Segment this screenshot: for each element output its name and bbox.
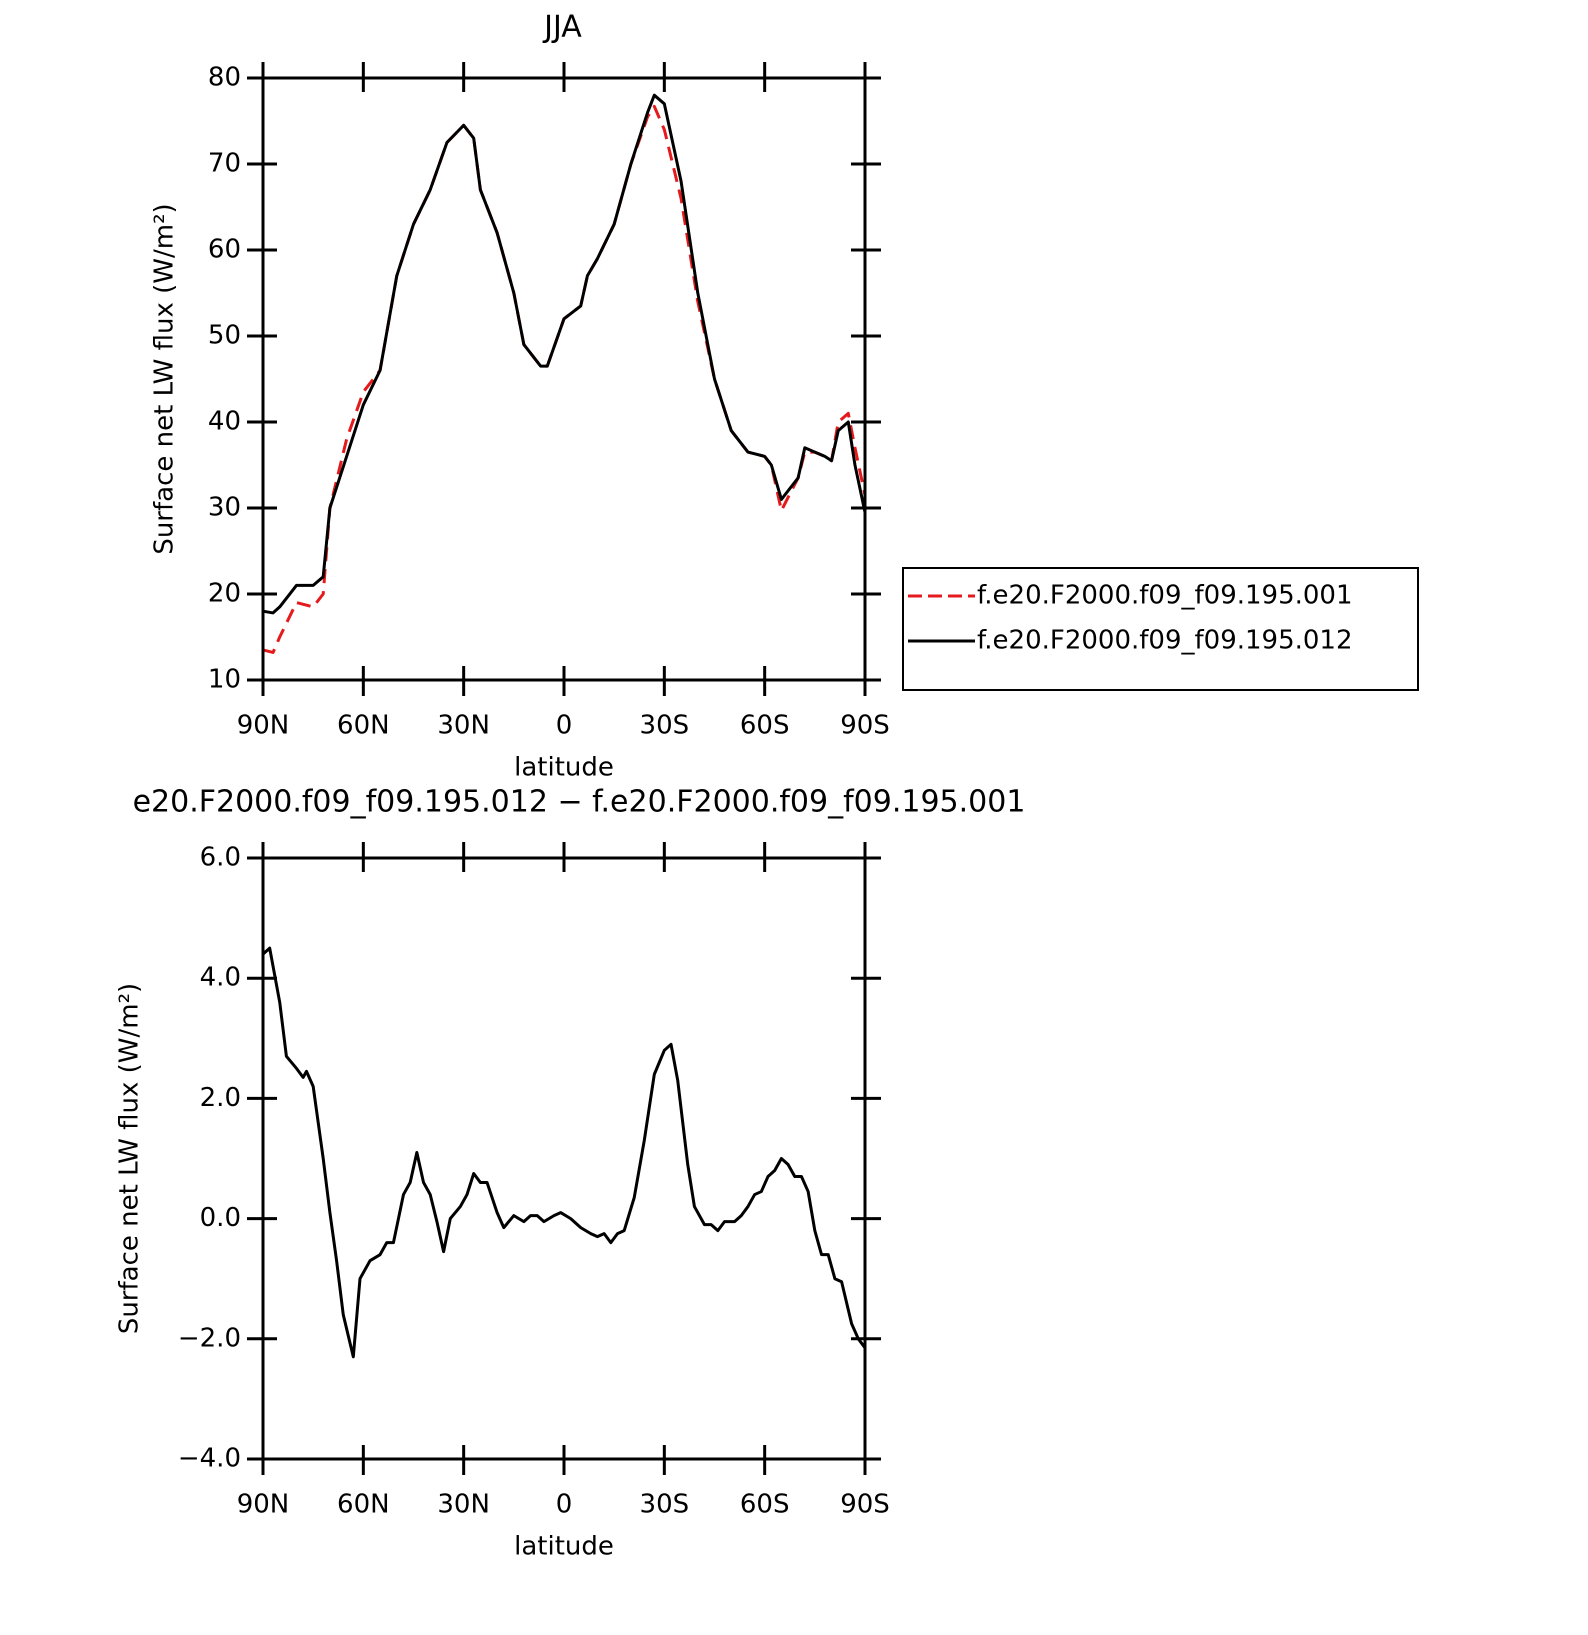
y-tick-label: 2.0 [200, 1083, 241, 1113]
y-tick-label: 40 [208, 407, 241, 437]
legend-box [902, 567, 1419, 691]
y-tick-label: 20 [208, 579, 241, 609]
x-tick-label: 30S [640, 1490, 690, 1520]
y-axis-label: Surface net LW flux (W/m²) [115, 983, 145, 1334]
y-axis-label: Surface net LW flux (W/m²) [150, 203, 180, 554]
x-tick-label: 0 [556, 1490, 573, 1520]
x-tick-label: 0 [556, 711, 573, 741]
x-tick-label: 30N [437, 711, 490, 741]
y-tick-label: 4.0 [200, 963, 241, 993]
chart-title: e20.F2000.f09_f09.195.012 − f.e20.F2000.… [133, 785, 1026, 820]
x-tick-label: 30N [437, 1490, 490, 1520]
y-tick-label: 70 [208, 149, 241, 179]
y-tick-label: −4.0 [178, 1444, 241, 1474]
x-axis-label: latitude [514, 1532, 614, 1562]
y-tick-label: 80 [208, 63, 241, 93]
data-line [261, 946, 867, 1359]
data-line [262, 93, 867, 615]
x-tick-label: 60N [337, 711, 390, 741]
x-tick-label: 90N [237, 711, 290, 741]
y-tick-label: 0.0 [200, 1203, 241, 1233]
plot-frame [261, 856, 867, 1461]
y-tick-label: 50 [208, 321, 241, 351]
x-tick-label: 60N [337, 1490, 390, 1520]
data-line [262, 104, 867, 654]
x-tick-label: 60S [740, 1490, 790, 1520]
y-tick-label: −2.0 [178, 1323, 241, 1353]
x-axis-label: latitude [514, 753, 614, 783]
x-tick-label: 90N [237, 1490, 290, 1520]
y-tick-label: 10 [208, 665, 241, 695]
y-tick-label: 6.0 [200, 843, 241, 873]
x-tick-label: 90S [840, 1490, 890, 1520]
legend-label: f.e20.F2000.f09_f09.195.012 [977, 626, 1353, 656]
plot-frame [261, 76, 867, 682]
y-tick-label: 30 [208, 493, 241, 523]
x-tick-label: 30S [640, 711, 690, 741]
y-tick-label: 60 [208, 235, 241, 265]
x-tick-label: 60S [740, 711, 790, 741]
x-tick-label: 90S [840, 711, 890, 741]
legend-label: f.e20.F2000.f09_f09.195.001 [977, 581, 1353, 611]
chart-title: JJA [542, 10, 582, 45]
